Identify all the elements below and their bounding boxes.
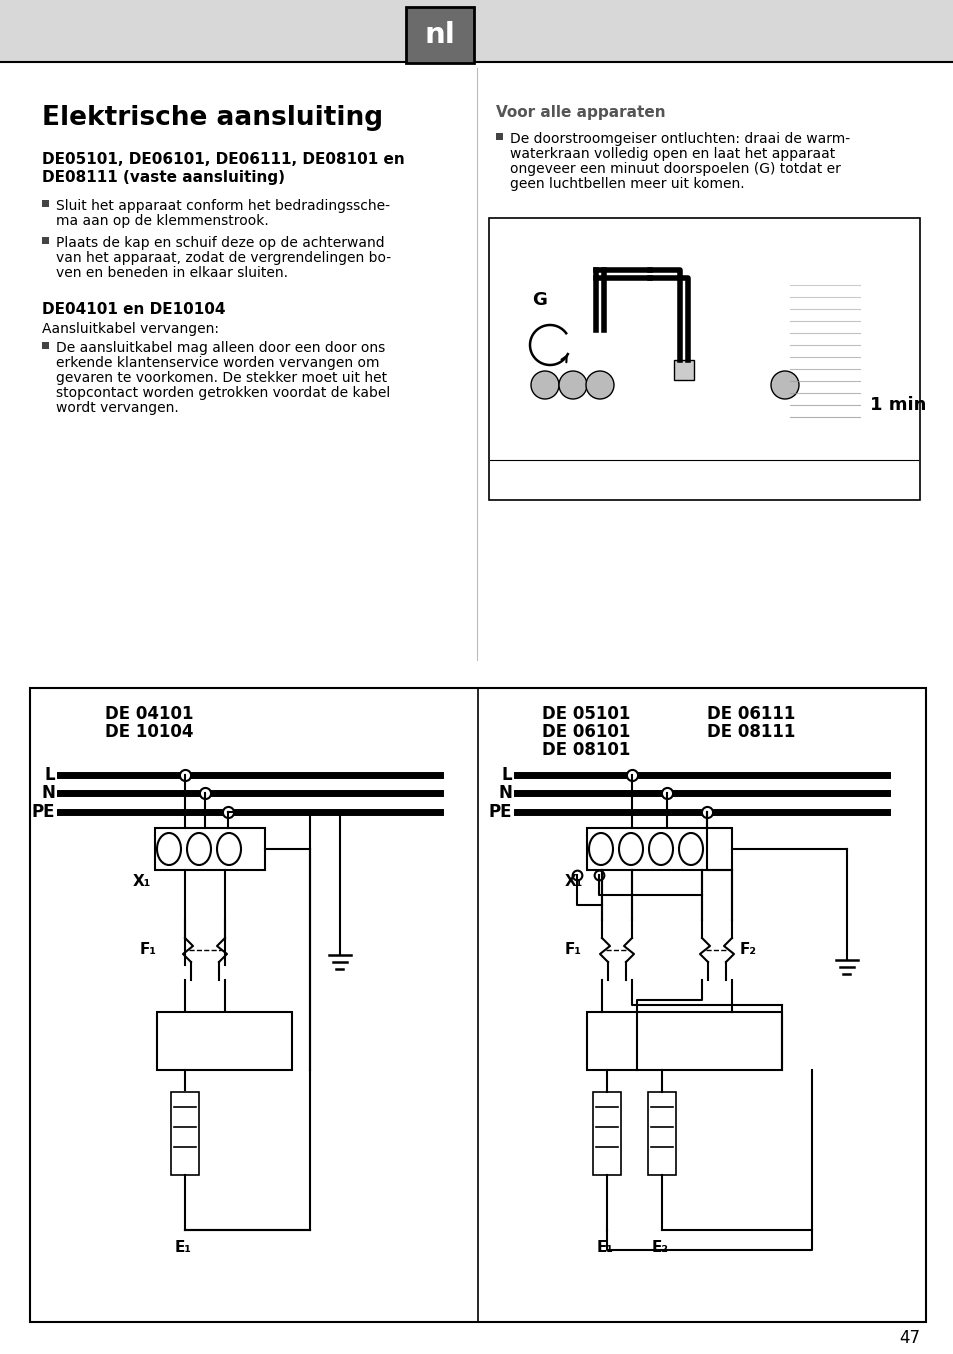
Text: Voor alle apparaten: Voor alle apparaten bbox=[496, 106, 665, 121]
Text: DE 10104: DE 10104 bbox=[105, 723, 193, 741]
Text: Elektrische aansluiting: Elektrische aansluiting bbox=[42, 106, 383, 131]
Text: DE04101 en DE10104: DE04101 en DE10104 bbox=[42, 302, 225, 317]
Text: E₁: E₁ bbox=[174, 1240, 192, 1255]
Bar bbox=[673, 360, 693, 380]
Bar bbox=[42, 341, 49, 348]
Bar bbox=[586, 829, 731, 871]
Bar bbox=[489, 218, 919, 500]
Bar bbox=[30, 688, 925, 1322]
Text: van het apparaat, zodat de vergrendelingen bo-: van het apparaat, zodat de vergrendeling… bbox=[56, 250, 391, 265]
Ellipse shape bbox=[679, 833, 702, 865]
Text: F₁: F₁ bbox=[140, 942, 157, 957]
Bar bbox=[157, 1011, 292, 1070]
Text: erkende klantenservice worden vervangen om: erkende klantenservice worden vervangen … bbox=[56, 356, 379, 370]
Text: waterkraan volledig open en laat het apparaat: waterkraan volledig open en laat het app… bbox=[510, 148, 835, 161]
Text: E₂: E₂ bbox=[651, 1240, 668, 1255]
Bar bbox=[586, 1011, 781, 1070]
Text: DE 06101: DE 06101 bbox=[541, 723, 630, 741]
Bar bbox=[593, 1091, 620, 1175]
Text: N: N bbox=[497, 784, 512, 802]
Ellipse shape bbox=[588, 833, 613, 865]
Text: stopcontact worden getrokken voordat de kabel: stopcontact worden getrokken voordat de … bbox=[56, 386, 390, 399]
Text: geen luchtbellen meer uit komen.: geen luchtbellen meer uit komen. bbox=[510, 177, 744, 191]
Text: ven en beneden in elkaar sluiten.: ven en beneden in elkaar sluiten. bbox=[56, 265, 288, 280]
Text: E₁: E₁ bbox=[596, 1240, 613, 1255]
Text: DE08111 (vaste aansluiting): DE08111 (vaste aansluiting) bbox=[42, 171, 285, 185]
Ellipse shape bbox=[187, 833, 211, 865]
Circle shape bbox=[531, 371, 558, 399]
Text: ongeveer een minuut doorspoelen (G) totdat er: ongeveer een minuut doorspoelen (G) totd… bbox=[510, 162, 840, 176]
Text: Sluit het apparaat conform het bedradingssche-: Sluit het apparaat conform het bedrading… bbox=[56, 199, 390, 213]
Bar bbox=[0, 0, 953, 62]
Bar bbox=[496, 133, 502, 139]
Text: PE: PE bbox=[31, 803, 55, 821]
Text: DE 08111: DE 08111 bbox=[706, 723, 795, 741]
Text: 1 min: 1 min bbox=[869, 395, 925, 414]
Text: nl: nl bbox=[424, 22, 455, 49]
Bar bbox=[406, 7, 474, 64]
Text: De doorstroomgeiser ontluchten: draai de warm-: De doorstroomgeiser ontluchten: draai de… bbox=[510, 131, 849, 146]
Ellipse shape bbox=[216, 833, 241, 865]
Text: ma aan op de klemmenstrook.: ma aan op de klemmenstrook. bbox=[56, 214, 269, 227]
Text: L: L bbox=[45, 766, 55, 784]
Text: De aansluitkabel mag alleen door een door ons: De aansluitkabel mag alleen door een doo… bbox=[56, 341, 385, 355]
Text: DE 08101: DE 08101 bbox=[541, 741, 630, 760]
Text: F₂: F₂ bbox=[740, 942, 757, 957]
Text: Aansluitkabel vervangen:: Aansluitkabel vervangen: bbox=[42, 322, 219, 336]
Ellipse shape bbox=[648, 833, 672, 865]
Circle shape bbox=[770, 371, 799, 399]
Text: N: N bbox=[41, 784, 55, 802]
Bar bbox=[647, 1091, 676, 1175]
Ellipse shape bbox=[618, 833, 642, 865]
Text: DE 06111: DE 06111 bbox=[706, 705, 795, 723]
Text: X₁: X₁ bbox=[564, 873, 582, 890]
Ellipse shape bbox=[157, 833, 181, 865]
Text: PE: PE bbox=[488, 803, 512, 821]
Text: DE05101, DE06101, DE06111, DE08101 en: DE05101, DE06101, DE06111, DE08101 en bbox=[42, 152, 404, 167]
Text: L: L bbox=[501, 766, 512, 784]
Circle shape bbox=[585, 371, 614, 399]
Text: DE 05101: DE 05101 bbox=[541, 705, 630, 723]
Circle shape bbox=[558, 371, 586, 399]
Text: DE 04101: DE 04101 bbox=[105, 705, 193, 723]
Text: F₁: F₁ bbox=[564, 942, 581, 957]
Text: X₁: X₁ bbox=[132, 873, 151, 890]
Text: Plaats de kap en schuif deze op de achterwand: Plaats de kap en schuif deze op de achte… bbox=[56, 236, 384, 250]
Text: 47: 47 bbox=[899, 1330, 920, 1347]
Bar bbox=[42, 237, 49, 244]
Text: gevaren te voorkomen. De stekker moet uit het: gevaren te voorkomen. De stekker moet ui… bbox=[56, 371, 387, 385]
Text: wordt vervangen.: wordt vervangen. bbox=[56, 401, 178, 414]
Bar bbox=[42, 199, 49, 207]
Bar bbox=[171, 1091, 199, 1175]
Bar bbox=[154, 829, 265, 871]
Text: G: G bbox=[532, 291, 547, 309]
